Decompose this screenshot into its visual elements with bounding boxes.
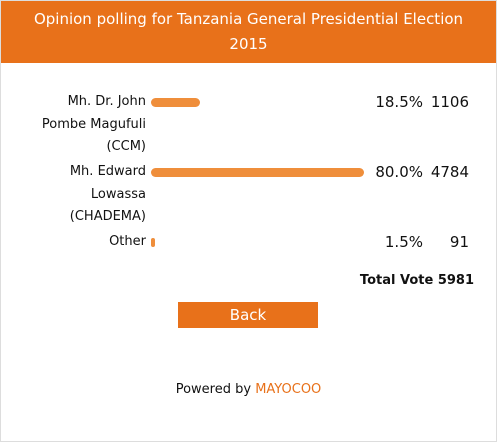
header-title: Opinion polling for Tanzania General Pre… xyxy=(33,10,464,53)
total: Total Vote 5981 xyxy=(360,273,474,288)
option-label: Mh. Dr. John Pombe Magufuli (CCM) xyxy=(41,94,146,154)
percent-label: 18.5% xyxy=(375,93,423,111)
option-label: Other xyxy=(109,234,146,249)
back-button[interactable]: Back xyxy=(178,302,318,328)
percent-label: 80.0% xyxy=(375,163,423,181)
total-label: Total Vote xyxy=(359,273,434,288)
total-value: 5981 xyxy=(437,273,474,288)
percent-label: 1.5% xyxy=(384,233,423,251)
percent-bar xyxy=(151,98,201,107)
vote-count: 91 xyxy=(449,233,469,251)
percent-bar xyxy=(151,168,364,177)
footer-brand[interactable]: MAYOCOO xyxy=(255,382,322,397)
vote-count: 1106 xyxy=(430,93,469,111)
footer: Powered by MAYOCOO xyxy=(1,382,496,397)
option-label: Mh. Edward Lowassa (CHADEMA) xyxy=(69,164,146,224)
header: Opinion polling for Tanzania General Pre… xyxy=(1,1,496,63)
percent-bar xyxy=(151,238,155,247)
vote-count: 4784 xyxy=(430,163,469,181)
footer-text: Powered by xyxy=(175,382,252,397)
